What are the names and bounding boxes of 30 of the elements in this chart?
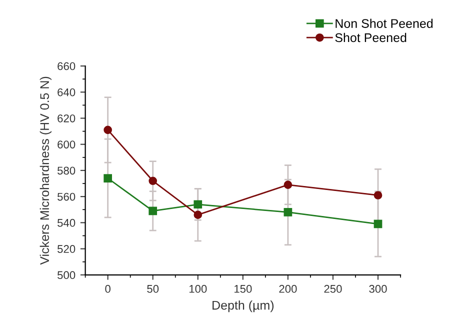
y-tick-label: 640: [58, 88, 76, 96]
point: [374, 220, 382, 228]
y-tick-label: 580: [58, 166, 76, 175]
x-tick-label: 150: [234, 284, 252, 293]
point: [284, 180, 292, 189]
y-tick-label: 620: [58, 114, 76, 122]
y-tick-label: 600: [58, 140, 76, 148]
x-tick-label: 100: [189, 284, 207, 293]
point: [194, 210, 202, 219]
point: [104, 174, 112, 182]
point: [284, 208, 292, 216]
x-tick-label: 300: [369, 284, 387, 293]
y-axis-title: Vickers Microhardness (HV 0.5 N): [40, 76, 52, 265]
point: [148, 206, 158, 216]
y-tick-label: 540: [58, 218, 76, 227]
y-tick-label: 660: [58, 62, 76, 70]
x-tick-label: 200: [279, 284, 297, 293]
point: [104, 126, 112, 134]
point: [374, 191, 382, 200]
y-tick-label: 520: [58, 245, 76, 253]
legend-label: Non Shot Peened: [336, 18, 433, 28]
y-tick-label: 500: [58, 271, 76, 280]
x-tick-label: 0: [105, 284, 110, 293]
y-tick-label: 560: [58, 192, 76, 201]
x-tick-label: 250: [324, 284, 342, 293]
x-tick-label: 50: [147, 284, 159, 293]
x-axis-title: Depth (µm): [212, 300, 274, 312]
legend-label: Shot Peened: [335, 32, 406, 42]
point: [194, 200, 202, 209]
point: [148, 176, 158, 186]
